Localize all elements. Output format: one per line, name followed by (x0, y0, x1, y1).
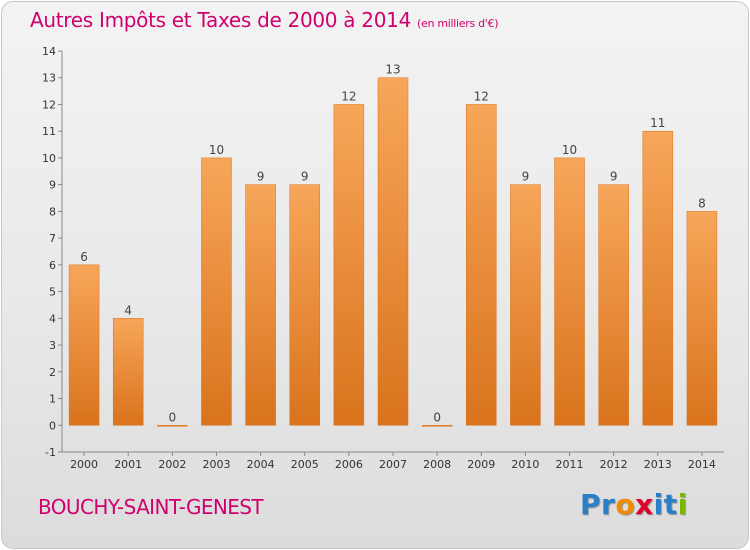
bar (112, 318, 144, 426)
y-tick-label: 14 (42, 45, 56, 58)
data-label: 9 (522, 170, 530, 184)
x-tick-label: 2007 (379, 458, 407, 471)
x-tick-label: 2010 (511, 458, 539, 471)
x-tick-label: 2011 (556, 458, 584, 471)
bar (157, 425, 188, 427)
x-tick-label: 2014 (688, 458, 716, 471)
bar (554, 157, 585, 426)
data-label: 13 (385, 63, 400, 77)
chart-title-text: Autres Impôts et Taxes de 2000 à 2014 (30, 8, 411, 32)
data-label: 8 (698, 196, 706, 210)
y-tick-label: 9 (49, 179, 56, 192)
data-label: 12 (341, 89, 356, 103)
bar (201, 157, 232, 426)
logo-letter: r (601, 488, 616, 521)
data-label: 11 (650, 116, 665, 130)
bars (68, 77, 718, 427)
x-tick-label: 2004 (247, 458, 275, 471)
bar (333, 104, 365, 426)
bar (245, 184, 276, 426)
data-label: 0 (433, 410, 441, 424)
y-tick-label: 8 (49, 205, 56, 218)
data-label: 9 (257, 170, 265, 184)
bar (598, 184, 629, 426)
x-tick-label: 2013 (644, 458, 672, 471)
data-label: 10 (209, 143, 224, 157)
data-labels: 6 4 0 10 9 9 12 13 0 12 9 10 9 11 8 (80, 63, 706, 425)
x-tick-label: 2012 (600, 458, 628, 471)
chart-subtitle: (en milliers d'€) (417, 17, 499, 30)
proxiti-logo: Proxiti (580, 488, 688, 521)
x-tick-label: 2006 (335, 458, 363, 471)
y-tick-label: -1 (45, 446, 56, 459)
x-tick-label: 2003 (202, 458, 230, 471)
bar (510, 184, 541, 426)
x-tick-label: 2001 (114, 458, 142, 471)
logo-letter: o (615, 488, 636, 521)
y-tick-label: 1 (49, 393, 56, 406)
chart-title: Autres Impôts et Taxes de 2000 à 2014 (en… (30, 8, 498, 32)
y-tick-label: 7 (49, 232, 56, 245)
bar (377, 77, 409, 426)
y-tick-label: 13 (42, 72, 56, 85)
bar (686, 211, 718, 426)
y-tick-label: 0 (49, 419, 56, 432)
x-tick-label: 2009 (467, 458, 495, 471)
y-tick-label: 3 (49, 339, 56, 352)
data-label: 4 (124, 303, 132, 317)
y-tick-label: 2 (49, 366, 56, 379)
data-label: 9 (610, 170, 618, 184)
data-label: 12 (474, 89, 489, 103)
data-label: 0 (169, 410, 177, 424)
x-tick-label: 2005 (291, 458, 319, 471)
x-tick-label: 2002 (158, 458, 186, 471)
bar (421, 425, 453, 427)
y-tick-label: 11 (42, 125, 56, 138)
logo-letter: P (580, 488, 602, 521)
y-tick-label: 10 (42, 152, 56, 165)
data-label: 9 (301, 170, 309, 184)
logo-letter: x (635, 488, 654, 521)
y-tick-label: 5 (49, 286, 56, 299)
bar (466, 104, 497, 426)
data-label: 6 (80, 250, 88, 264)
logo-letter: t (663, 488, 678, 521)
logo-letter: i (677, 488, 688, 521)
data-label: 10 (562, 143, 577, 157)
bar (289, 184, 320, 426)
y-tick-label: 12 (42, 98, 56, 111)
logo-letter: i (653, 488, 664, 521)
y-tick-label: 6 (49, 259, 56, 272)
y-tick-label: 4 (49, 312, 56, 325)
x-tick-label: 2008 (423, 458, 451, 471)
bar (642, 130, 674, 426)
place-name: BOUCHY-SAINT-GENEST (38, 495, 264, 519)
x-tick-label: 2000 (70, 458, 98, 471)
bar (68, 264, 100, 426)
